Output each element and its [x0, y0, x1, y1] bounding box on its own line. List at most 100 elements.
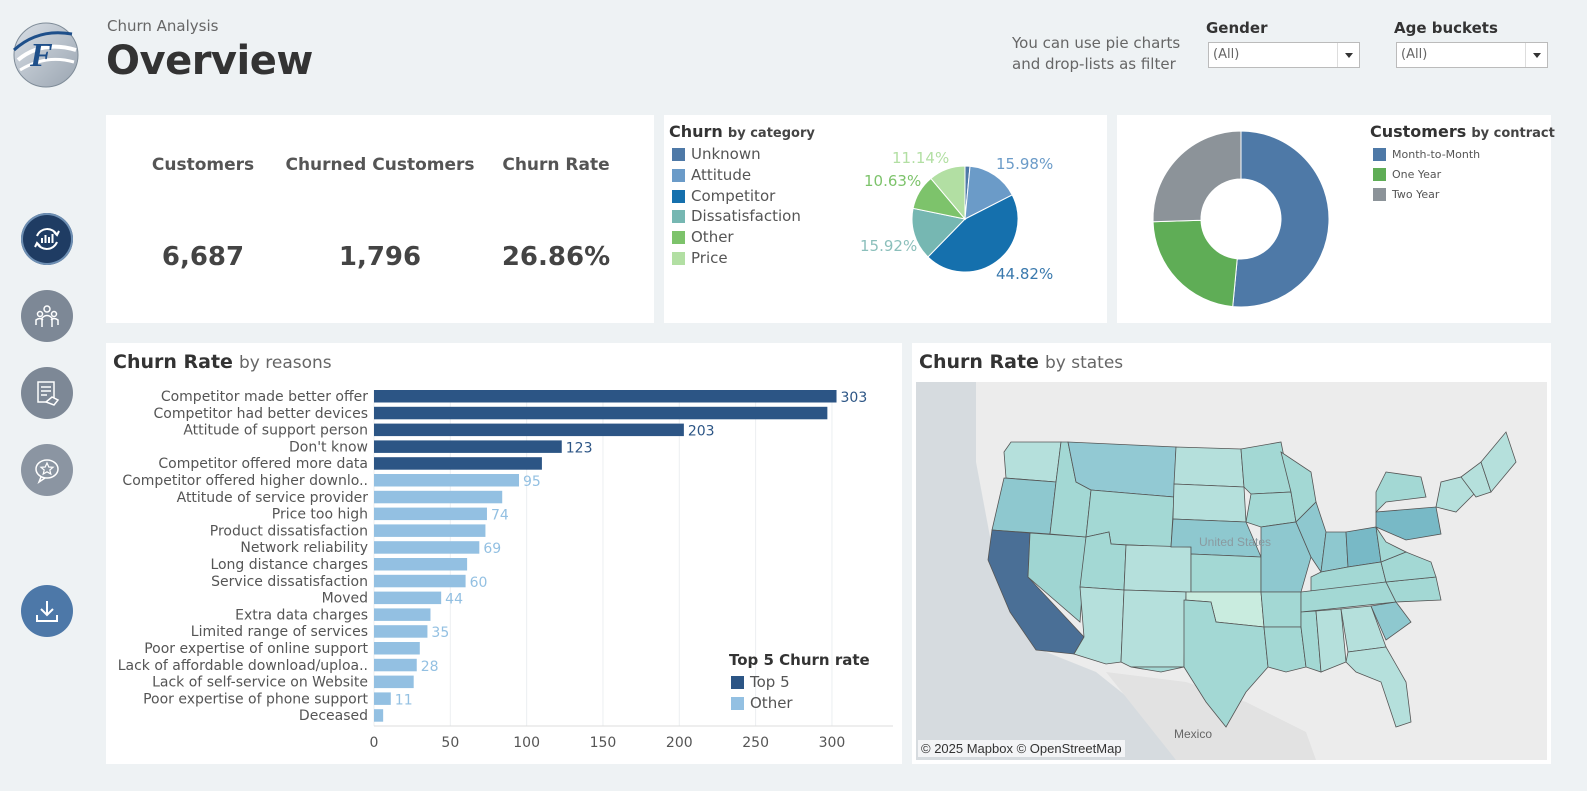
state-mississippi: [1300, 610, 1322, 673]
bar[interactable]: [374, 490, 503, 504]
x-tick-label: 300: [819, 735, 846, 751]
x-tick-label: 250: [742, 735, 769, 751]
bar[interactable]: [374, 558, 468, 571]
kpi-churned-value: 1,796: [338, 242, 422, 272]
legend-swatch: [1373, 167, 1386, 181]
pie-slice[interactable]: [911, 207, 966, 258]
data-label: 74: [491, 508, 509, 524]
legend-item-other-reasons[interactable]: Other: [731, 694, 793, 712]
pie-slice[interactable]: [930, 165, 966, 221]
map-attribution[interactable]: © 2025 Mapbox © OpenStreetMap: [918, 740, 1125, 757]
pie-label-attitude: 15.98%: [996, 155, 1054, 173]
state-south-carolina: [1370, 601, 1412, 641]
bar[interactable]: [374, 524, 486, 537]
pie-label-price: 11.14%: [892, 149, 950, 167]
data-label: 35: [431, 625, 449, 641]
x-tick-label: 100: [513, 735, 540, 751]
legend-label: Month-to-Month: [1392, 147, 1481, 161]
legend-item-competitor[interactable]: Competitor: [672, 187, 775, 205]
legend-label: Two Year: [1392, 187, 1440, 201]
churn-category-card: [664, 115, 1107, 323]
legend-item-dissatisfaction[interactable]: Dissatisfaction: [672, 207, 801, 225]
bar[interactable]: [374, 474, 520, 487]
bar[interactable]: [374, 675, 414, 689]
legend-item-price[interactable]: Price: [672, 249, 728, 267]
nav-overview-button[interactable]: [21, 213, 73, 265]
state-iowa: [1245, 491, 1297, 528]
legend-item-other[interactable]: Other: [672, 228, 734, 246]
pie-label-other: 10.63%: [864, 172, 922, 190]
pie-label-competitor: 44.82%: [996, 265, 1054, 283]
legend-item-one-year[interactable]: One Year: [1373, 165, 1441, 183]
gender-select[interactable]: (All): [1208, 42, 1360, 68]
pie-slice[interactable]: [1152, 219, 1238, 308]
map-label-mexico: Mexico: [1174, 727, 1212, 741]
age-select[interactable]: (All): [1396, 42, 1548, 68]
pie-slice[interactable]: [964, 165, 1013, 220]
category-label: Service dissatisfaction: [211, 574, 368, 590]
title-bold: Customers: [1370, 122, 1467, 141]
legend-swatch: [672, 147, 685, 161]
pie-slice[interactable]: [1232, 130, 1330, 308]
pie-slice[interactable]: [927, 194, 1019, 273]
gender-filter-label: Gender: [1206, 19, 1268, 37]
legend-item-two-year[interactable]: Two Year: [1373, 185, 1439, 203]
churn-category-title: Churn by category: [669, 122, 815, 141]
churn-reasons-bar-chart[interactable]: 0 50 100 150 200 250 300 Competitor made better…: [106, 380, 902, 760]
legend-item-month-to-month[interactable]: Month-to-Month: [1373, 145, 1480, 163]
category-label: Limited range of services: [191, 624, 368, 640]
nav-customers-button[interactable]: [21, 290, 73, 342]
kpi-churn-rate-value: 26.86%: [501, 242, 611, 272]
map-label-us: United States: [1199, 535, 1271, 549]
contract-donut[interactable]: [1151, 129, 1331, 309]
legend-swatch: [672, 168, 685, 182]
bar[interactable]: [374, 390, 837, 403]
nav-contracts-button[interactable]: [21, 367, 73, 419]
bar[interactable]: [374, 692, 391, 705]
title-rest: by states: [1044, 353, 1124, 373]
us-states-map[interactable]: United States Mexico: [916, 382, 1547, 760]
category-label: Moved: [322, 591, 368, 607]
nav-download-button[interactable]: [21, 585, 73, 637]
bar[interactable]: [374, 406, 828, 420]
x-tick-label: 150: [590, 735, 617, 751]
state-wisconsin: [1280, 451, 1317, 523]
bar[interactable]: [374, 658, 417, 672]
data-label: 60: [470, 575, 488, 591]
pie-slice[interactable]: [1152, 130, 1242, 223]
bar[interactable]: [374, 440, 562, 453]
state-north-dakota: [1173, 446, 1245, 488]
bar[interactable]: [374, 574, 466, 588]
bar[interactable]: [374, 507, 487, 521]
nav-feedback-button[interactable]: [21, 444, 73, 496]
churn-reasons-title: Churn Rate by reasons: [113, 351, 332, 373]
bar[interactable]: [374, 423, 684, 437]
legend-label: Dissatisfaction: [691, 207, 801, 225]
filter-hint: You can use pie charts and drop-lists as…: [1012, 34, 1181, 73]
x-tick-label: 50: [441, 735, 459, 751]
churn-category-pie[interactable]: [905, 159, 1025, 279]
legend-swatch: [731, 696, 744, 710]
bar[interactable]: [374, 591, 442, 605]
legend-item-attitude[interactable]: Attitude: [672, 166, 751, 184]
category-label: Product dissatisfaction: [210, 523, 368, 539]
legend-swatch: [672, 189, 685, 203]
data-label: 44: [445, 592, 463, 608]
bar[interactable]: [374, 541, 480, 554]
bar[interactable]: [374, 709, 384, 722]
category-label: Don't know: [289, 439, 368, 455]
map-label-us-line: United States: [1199, 535, 1271, 549]
data-label: 28: [421, 659, 439, 675]
bar[interactable]: [374, 457, 542, 470]
state-texas: [1130, 599, 1269, 728]
bar[interactable]: [374, 625, 428, 638]
bar[interactable]: [374, 642, 420, 655]
kpi-label: Churned Customers: [285, 155, 475, 175]
kpi-label: Customers: [151, 155, 255, 175]
state-ohio: [1345, 526, 1382, 568]
bar[interactable]: [374, 608, 431, 621]
legend-item-unknown[interactable]: Unknown: [672, 145, 761, 163]
top5-legend-title: Top 5 Churn rate: [729, 651, 870, 669]
legend-item-top5[interactable]: Top 5: [731, 673, 790, 691]
title-bold: Churn Rate: [919, 351, 1039, 373]
